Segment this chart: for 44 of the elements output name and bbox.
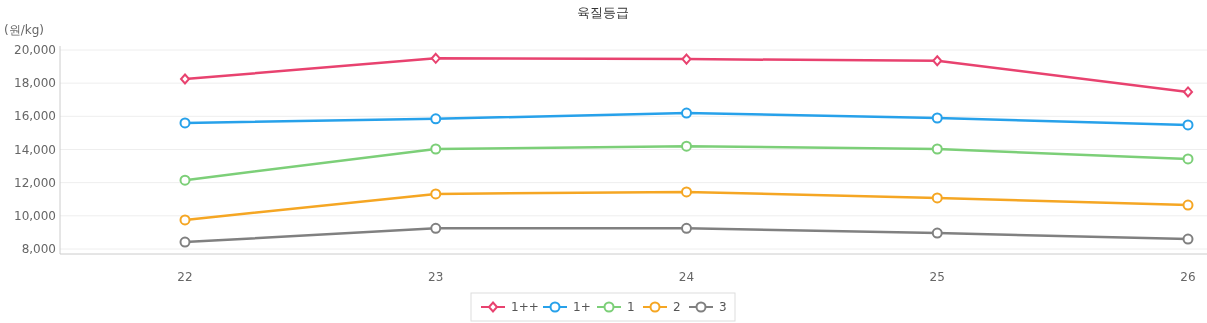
y-tick-label: 18,000 (14, 76, 56, 91)
x-tick-label: 26 (1180, 270, 1196, 284)
y-axis-title: (원/kg) (4, 23, 44, 37)
legend-label: 2 (673, 300, 681, 314)
chart-title: 육질등급 (577, 5, 629, 20)
x-tick-label: 24 (678, 270, 695, 284)
point (179, 117, 191, 129)
point (1182, 199, 1194, 211)
point (430, 188, 442, 200)
point (681, 53, 692, 65)
y-tick-label: 16,000 (14, 109, 56, 124)
point (681, 107, 692, 119)
point (430, 222, 442, 234)
y-tick-label: 8,000 (21, 242, 56, 256)
point (1182, 153, 1194, 165)
point (430, 52, 441, 64)
x-tick-label: 22 (177, 270, 193, 284)
legend-label: 1+ (573, 300, 591, 314)
legend-label: 3 (719, 300, 727, 314)
point (1183, 86, 1193, 98)
point (931, 143, 943, 155)
legend-label: 1++ (511, 300, 539, 314)
point (180, 73, 190, 85)
y-tick-label: 20,000 (14, 43, 56, 57)
y-tick-label: 12,000 (14, 175, 56, 190)
point (430, 143, 442, 155)
point (931, 112, 943, 124)
point (1182, 119, 1194, 131)
x-tick-label: 23 (428, 270, 444, 284)
x-tick-label: 25 (929, 270, 945, 284)
point (179, 174, 191, 186)
y-tick-label: 14,000 (14, 142, 56, 157)
point (931, 227, 943, 239)
point (681, 222, 692, 234)
point (1182, 233, 1194, 245)
point (179, 214, 191, 226)
point (931, 192, 943, 204)
point (932, 55, 943, 67)
y-tick-label: 10,000 (14, 208, 56, 223)
point (430, 113, 442, 125)
point (179, 236, 191, 248)
point (681, 186, 692, 198)
legend-label: 1 (627, 300, 635, 314)
point (681, 140, 692, 152)
